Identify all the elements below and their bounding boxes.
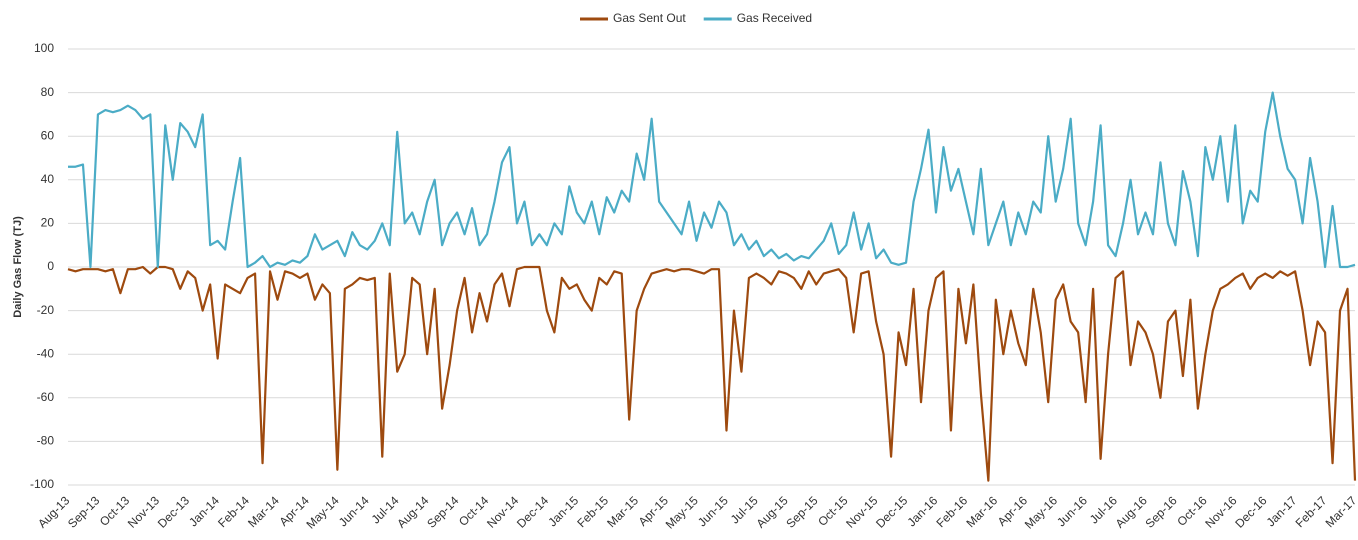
x-tick-label: Sep-16: [1143, 493, 1180, 530]
x-tick-label: Jan-14: [186, 493, 222, 529]
x-tick-label: Dec-13: [155, 493, 192, 530]
y-tick-label: 60: [41, 128, 55, 142]
x-tick-label: Mar-15: [604, 493, 641, 530]
y-tick-label: 0: [47, 259, 54, 273]
x-tick-label: Jan-16: [904, 493, 940, 529]
y-tick-label: -20: [37, 303, 55, 317]
x-tick-label: Feb-16: [933, 493, 970, 530]
x-tick-label: Dec-15: [873, 493, 910, 530]
x-tick-label: Feb-14: [215, 493, 252, 530]
x-tick-label: Nov-13: [125, 493, 162, 530]
x-tick-label: Mar-14: [245, 493, 282, 530]
x-tick-label: Aug-16: [1113, 493, 1150, 530]
x-tick-label: Sep-13: [65, 493, 102, 530]
y-tick-label: -100: [30, 477, 54, 491]
x-tick-label: Aug-14: [394, 493, 431, 530]
y-axis-title: Daily Gas Flow (TJ): [12, 216, 24, 318]
x-tick-label: Aug-15: [753, 493, 790, 530]
x-tick-label: Aug-13: [35, 493, 72, 530]
x-tick-label: Jan-17: [1264, 493, 1300, 529]
x-tick-label: May-14: [304, 493, 342, 531]
x-tick-label: Feb-15: [574, 493, 611, 530]
y-tick-label: 100: [34, 41, 54, 55]
y-tick-label: -80: [37, 434, 55, 448]
x-tick-label: Sep-15: [783, 493, 820, 530]
line-series: [67, 265, 1357, 482]
y-tick-label: 80: [41, 85, 55, 99]
x-tick-label: Jan-15: [545, 493, 581, 529]
y-tick-label: -60: [37, 390, 55, 404]
x-tick-label: Sep-14: [424, 493, 461, 530]
x-tick-label: Feb-17: [1293, 493, 1330, 530]
x-tick-label: Dec-14: [514, 493, 551, 530]
x-tick-label: Mar-17: [1323, 493, 1358, 530]
x-tick-label: Dec-16: [1232, 493, 1269, 530]
x-tick-label: Nov-16: [1202, 493, 1239, 530]
x-tick-label: May-15: [663, 493, 701, 531]
y-tick-label: 20: [41, 216, 55, 230]
x-tick-label: Jun-14: [336, 493, 372, 529]
y-tick-label: 40: [41, 172, 55, 186]
legend-label: Gas Received: [737, 11, 812, 25]
x-tick-label: Nov-15: [843, 493, 880, 530]
x-tick-label: Mar-16: [963, 493, 1000, 530]
legend-label: Gas Sent Out: [613, 11, 686, 25]
y-tick-label: -40: [37, 346, 55, 360]
line-series: [68, 91, 1356, 269]
x-tick-label: Jun-16: [1054, 493, 1090, 529]
x-tick-label: Jun-15: [695, 493, 731, 529]
x-tick-label: May-16: [1022, 493, 1060, 531]
x-tick-label: Nov-14: [484, 493, 521, 530]
